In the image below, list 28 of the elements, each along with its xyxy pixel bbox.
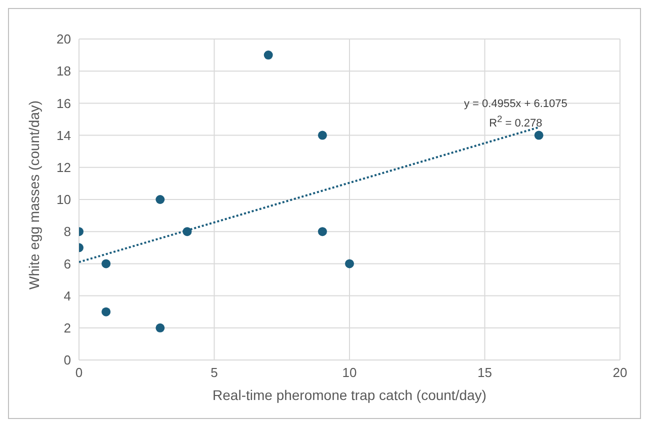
y-tick-label: 16: [56, 96, 71, 111]
y-tick-label: 20: [56, 32, 71, 47]
point: [156, 195, 165, 204]
point: [264, 50, 273, 60]
x-tick-label: 10: [342, 365, 357, 380]
y-tick-label: 2: [64, 320, 71, 336]
point: [318, 227, 327, 236]
x-tick-label: 15: [478, 365, 492, 380]
y-tick-label: 4: [64, 288, 71, 304]
x-axis-title: Real-time pheromone trap catch (count/day): [212, 387, 486, 403]
y-tick-label: 10: [56, 192, 71, 208]
point: [102, 259, 111, 268]
point: [345, 259, 354, 268]
y-tick-label: 6: [64, 256, 71, 272]
x-tick-label: 0: [75, 365, 83, 380]
y-tick-label: 8: [64, 224, 71, 240]
y-tick-label: 14: [56, 128, 71, 143]
y-tick-label: 12: [56, 160, 71, 176]
point: [156, 323, 165, 332]
x-tick-label: 20: [612, 365, 628, 380]
y-tick-label: 0: [64, 352, 71, 368]
x-tick-label: 5: [210, 365, 218, 380]
point: [534, 130, 544, 140]
equation-note: y = 0.4955x + 6.1075 R$^{2}$ = 0.278: [464, 97, 568, 132]
y-tick-label: 18: [56, 64, 71, 79]
point: [318, 130, 327, 140]
y-axis-title: White egg masses (count/day): [26, 100, 42, 290]
point: [102, 307, 111, 316]
